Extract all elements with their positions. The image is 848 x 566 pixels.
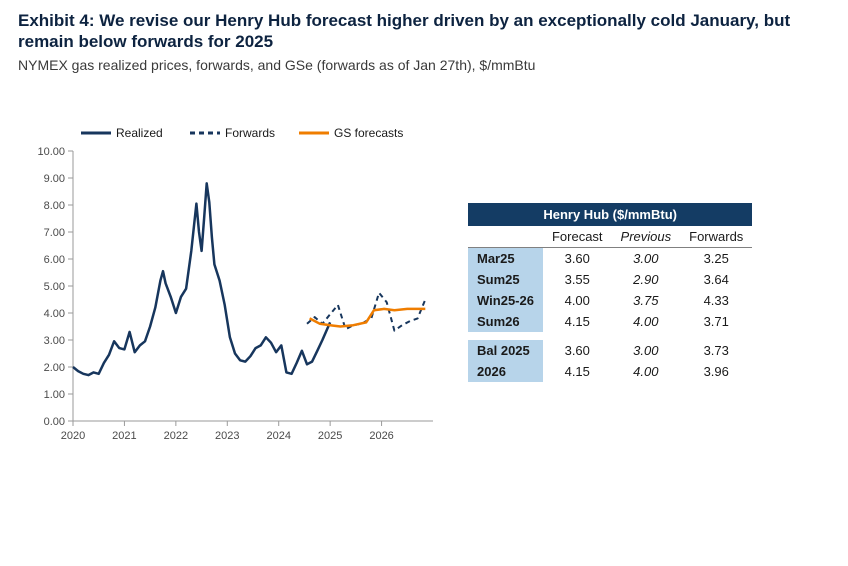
svg-text:2022: 2022 bbox=[164, 430, 188, 442]
svg-text:10.00: 10.00 bbox=[37, 146, 65, 158]
col-previous: Previous bbox=[612, 226, 681, 248]
col-forecast: Forecast bbox=[543, 226, 612, 248]
svg-text:2026: 2026 bbox=[369, 430, 393, 442]
col-forwards: Forwards bbox=[680, 226, 752, 248]
period-cell: Bal 2025 bbox=[468, 340, 543, 361]
svg-text:Realized: Realized bbox=[116, 126, 163, 140]
series-realized bbox=[73, 183, 330, 375]
svg-text:2.00: 2.00 bbox=[44, 362, 65, 374]
content-row: Realized Forwards GS forecasts 0.00 1.00 2.00… bbox=[18, 123, 830, 468]
chart-container: Realized Forwards GS forecasts 0.00 1.00 2.00… bbox=[18, 123, 448, 468]
svg-text:4.00: 4.00 bbox=[44, 308, 65, 320]
svg-text:7.00: 7.00 bbox=[44, 227, 65, 239]
svg-text:8.00: 8.00 bbox=[44, 200, 65, 212]
svg-text:2024: 2024 bbox=[266, 430, 290, 442]
svg-text:2023: 2023 bbox=[215, 430, 239, 442]
svg-text:1.00: 1.00 bbox=[44, 389, 65, 401]
forecast-table: Henry Hub ($/mmBtu)ForecastPreviousForwa… bbox=[468, 203, 752, 382]
svg-text:3.00: 3.00 bbox=[44, 335, 65, 347]
period-cell: 2026 bbox=[468, 361, 543, 382]
line-chart: Realized Forwards GS forecasts 0.00 1.00 2.00… bbox=[18, 123, 448, 463]
svg-text:GS forecasts: GS forecasts bbox=[334, 126, 403, 140]
svg-text:2025: 2025 bbox=[318, 430, 342, 442]
svg-text:6.00: 6.00 bbox=[44, 254, 65, 266]
svg-text:0.00: 0.00 bbox=[44, 416, 65, 428]
svg-text:2021: 2021 bbox=[112, 430, 136, 442]
svg-text:Forwards: Forwards bbox=[225, 126, 275, 140]
period-cell: Mar25 bbox=[468, 247, 543, 269]
period-cell: Sum26 bbox=[468, 311, 543, 332]
forecast-table-container: Henry Hub ($/mmBtu)ForecastPreviousForwa… bbox=[468, 203, 752, 382]
svg-text:5.00: 5.00 bbox=[44, 281, 65, 293]
svg-text:2020: 2020 bbox=[61, 430, 85, 442]
svg-text:9.00: 9.00 bbox=[44, 173, 65, 185]
exhibit-title: Exhibit 4: We revise our Henry Hub forec… bbox=[18, 10, 830, 53]
table-title: Henry Hub ($/mmBtu) bbox=[468, 203, 752, 226]
period-cell: Sum25 bbox=[468, 269, 543, 290]
period-cell: Win25-26 bbox=[468, 290, 543, 311]
exhibit-subtitle: NYMEX gas realized prices, forwards, and… bbox=[18, 57, 830, 73]
